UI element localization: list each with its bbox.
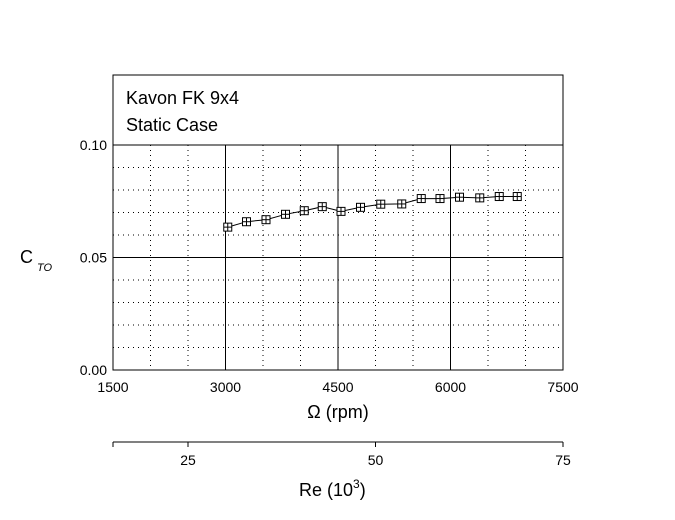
x-tick-label: 7500 [547, 379, 578, 395]
data-point [416, 194, 426, 204]
data-point [455, 192, 464, 202]
data-point [512, 192, 522, 202]
data-point [435, 194, 445, 204]
data-point [299, 206, 309, 216]
data-point [475, 193, 485, 203]
secondary-axis-label-sup: 3 [353, 477, 360, 491]
data-point [494, 192, 504, 202]
y-axis-label-subscript: TO [37, 262, 53, 274]
data-point [336, 206, 346, 216]
x-tick-label: 6000 [435, 379, 466, 395]
major-grid [112, 144, 564, 371]
data-point [376, 199, 386, 209]
data-point [281, 209, 290, 219]
secondary-axis-label-main: Re (10 [299, 480, 353, 500]
series-line [227, 196, 518, 228]
x-tick-labels: 1500 3000 4500 6000 7500 [97, 379, 578, 395]
data-point [223, 222, 233, 232]
x-axis-label: Ω (rpm) [307, 402, 368, 422]
plot-frame [112, 144, 564, 371]
series-markers [223, 192, 522, 232]
annotation-line-2: Static Case [126, 115, 218, 135]
y-tick-label: 0.00 [80, 362, 107, 378]
data-point [317, 202, 327, 212]
secondary-tick-label: 50 [368, 452, 384, 468]
data-point [397, 199, 407, 209]
data-point [242, 217, 251, 227]
y-tick-label: 0.10 [80, 137, 107, 153]
x-tick-label: 1500 [97, 379, 128, 395]
annotation-line-1: Kavon FK 9x4 [126, 88, 239, 108]
secondary-axis-label-end: ) [360, 480, 366, 500]
secondary-tick-label: 75 [555, 452, 571, 468]
secondary-axis-label: Re (103) [299, 477, 366, 500]
y-tick-labels: 0.00 0.05 0.10 [80, 137, 107, 378]
data-point [261, 215, 271, 225]
secondary-axis-ticks: 25 50 75 [112, 442, 571, 468]
y-axis-label: C [20, 247, 33, 267]
y-tick-label: 0.05 [80, 250, 107, 266]
x-tick-label: 3000 [210, 379, 241, 395]
secondary-tick-label: 25 [180, 452, 196, 468]
data-point [356, 202, 365, 212]
x-tick-label: 4500 [322, 379, 353, 395]
